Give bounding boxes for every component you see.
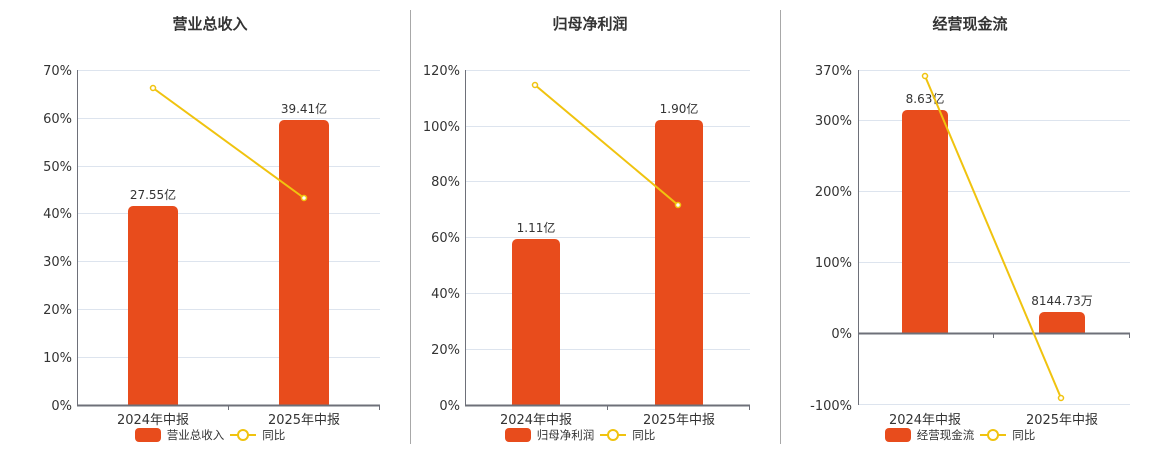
- legend-item-bar[interactable]: 营业总收入: [134, 427, 224, 443]
- legend: 经营现金流 同比: [780, 427, 1140, 443]
- svg-text:40%: 40%: [43, 207, 72, 222]
- svg-text:60%: 60%: [431, 231, 460, 246]
- bar-labels: 27.55亿 39.41亿: [130, 101, 327, 202]
- svg-text:100%: 100%: [815, 256, 852, 271]
- svg-text:40%: 40%: [431, 287, 460, 302]
- x-axis-labels: 2024年中报 2025年中报: [117, 413, 340, 428]
- panel-divider: [410, 10, 411, 444]
- legend-item-bar[interactable]: 经营现金流: [884, 427, 974, 443]
- svg-text:100%: 100%: [423, 120, 460, 135]
- svg-text:10%: 10%: [43, 351, 72, 366]
- svg-text:30%: 30%: [43, 255, 72, 270]
- svg-text:60%: 60%: [43, 112, 72, 127]
- legend-item-line[interactable]: 同比: [600, 427, 655, 443]
- bar-2024: [902, 110, 948, 334]
- svg-text:80%: 80%: [431, 175, 460, 190]
- yoy-line: [921, 72, 1065, 402]
- grid-lines: [465, 70, 750, 350]
- y-axis-labels: 70% 60% 50% 40% 30% 20% 10% 0%: [43, 64, 72, 414]
- grid-lines: [77, 70, 380, 358]
- chart-panel-operating-cashflow: 经营现金流 370% 300% 200% 100% 0% -100% 8.63亿…: [780, 0, 1160, 450]
- svg-text:50%: 50%: [43, 160, 72, 175]
- svg-text:300%: 300%: [815, 114, 852, 129]
- svg-text:1.11亿: 1.11亿: [517, 220, 556, 235]
- bar-2024: [128, 206, 178, 405]
- svg-text:2024年中报: 2024年中报: [889, 413, 961, 428]
- svg-text:20%: 20%: [43, 303, 72, 318]
- chart-title: 归母净利润: [552, 15, 628, 33]
- y-axis-labels: 370% 300% 200% 100% 0% -100%: [810, 64, 852, 414]
- svg-text:8.63亿: 8.63亿: [906, 91, 945, 106]
- svg-text:2025年中报: 2025年中报: [268, 413, 340, 428]
- bar-2025: [279, 120, 329, 405]
- bar-swatch-icon: [134, 428, 161, 442]
- yoy-line: [531, 81, 682, 209]
- legend-item-line[interactable]: 同比: [230, 427, 285, 443]
- bar-2025: [655, 120, 703, 405]
- bar-labels: 8.63亿 8144.73万: [906, 91, 1093, 308]
- svg-text:120%: 120%: [423, 64, 460, 79]
- svg-text:27.55亿: 27.55亿: [130, 187, 176, 202]
- svg-text:0%: 0%: [51, 399, 72, 414]
- panel-divider: [780, 10, 781, 444]
- yoy-line: [149, 84, 308, 202]
- bars: [512, 120, 703, 405]
- chart-plot: 370% 300% 200% 100% 0% -100% 8.63亿 8144.…: [810, 64, 1130, 428]
- svg-text:-100%: -100%: [810, 399, 852, 414]
- line-marker-icon: [980, 429, 1007, 441]
- legend-item-line[interactable]: 同比: [980, 427, 1035, 443]
- chart-panel-revenue: 营业总收入 70% 60% 50% 40% 30% 20% 10% 0% 27.…: [0, 0, 400, 450]
- bar-2024: [512, 239, 560, 405]
- chart-plot: 120% 100% 80% 60% 40% 20% 0% 1.11亿 1.90亿…: [423, 64, 750, 428]
- svg-text:20%: 20%: [431, 343, 460, 358]
- legend: 营业总收入 同比: [0, 427, 420, 443]
- bars: [902, 110, 1085, 334]
- line-marker-icon: [230, 429, 257, 441]
- chart-title: 营业总收入: [172, 15, 248, 33]
- svg-text:370%: 370%: [815, 64, 852, 79]
- x-axis-labels: 2024年中报 2025年中报: [500, 413, 715, 428]
- chart-plot: 70% 60% 50% 40% 30% 20% 10% 0% 27.55亿 39…: [43, 64, 380, 428]
- svg-text:2025年中报: 2025年中报: [1026, 413, 1098, 428]
- chart-title: 经营现金流: [932, 15, 1008, 33]
- svg-text:70%: 70%: [43, 64, 72, 79]
- svg-text:39.41亿: 39.41亿: [281, 101, 327, 116]
- bar-labels: 1.11亿 1.90亿: [517, 101, 699, 235]
- svg-text:2025年中报: 2025年中报: [643, 413, 715, 428]
- svg-text:1.90亿: 1.90亿: [660, 101, 699, 116]
- bars: [128, 120, 329, 405]
- svg-text:2024年中报: 2024年中报: [500, 413, 572, 428]
- legend: 归母净利润 同比: [400, 427, 760, 443]
- bar-swatch-icon: [884, 428, 911, 442]
- line-marker-icon: [600, 429, 627, 441]
- svg-text:200%: 200%: [815, 185, 852, 200]
- svg-text:2024年中报: 2024年中报: [117, 413, 189, 428]
- bar-swatch-icon: [504, 428, 531, 442]
- legend-item-bar[interactable]: 归母净利润: [504, 427, 594, 443]
- y-axis-labels: 120% 100% 80% 60% 40% 20% 0%: [423, 64, 460, 414]
- svg-text:0%: 0%: [831, 327, 852, 342]
- chart-panel-net-profit: 归母净利润 120% 100% 80% 60% 40% 20% 0% 1.11亿…: [400, 0, 780, 450]
- svg-text:8144.73万: 8144.73万: [1031, 294, 1093, 308]
- bar-2025: [1039, 312, 1085, 334]
- svg-text:0%: 0%: [439, 399, 460, 414]
- x-axis-labels: 2024年中报 2025年中报: [889, 413, 1098, 428]
